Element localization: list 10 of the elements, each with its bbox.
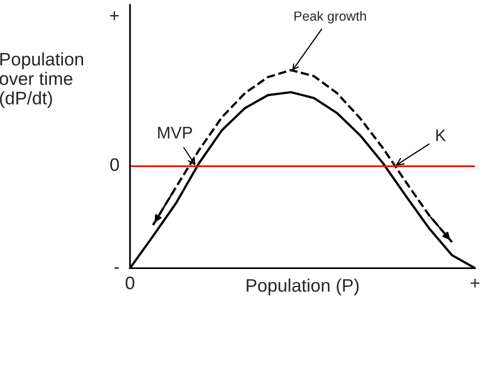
text: + xyxy=(110,11,119,20)
x-axis-title: Population (P) xyxy=(246,278,359,296)
annotation: MVP xyxy=(158,126,192,138)
annotation: K xyxy=(436,130,446,142)
text: + xyxy=(470,278,480,288)
text: Peak growth xyxy=(294,11,366,24)
ref-line-label: 0 xyxy=(110,158,119,171)
y-axis-title: Population over time (dP/dt) xyxy=(0,52,84,108)
text: - xyxy=(114,267,119,269)
text: 0 xyxy=(126,276,134,290)
